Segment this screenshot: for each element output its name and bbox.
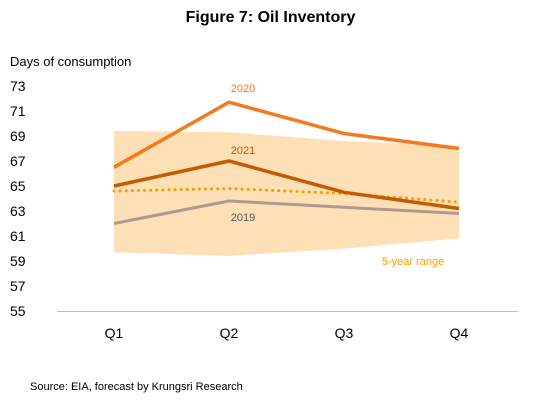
- chart-title: Figure 7: Oil Inventory: [185, 9, 356, 26]
- series-line-2020: [113, 100, 460, 169]
- series-line-2021: [113, 159, 460, 211]
- y-tick-label: 71: [10, 103, 26, 119]
- y-tick-label: 59: [10, 253, 26, 269]
- range-band-label: 5-year range: [382, 256, 444, 268]
- y-tick-label: 73: [10, 78, 26, 94]
- y-tick-label: 65: [10, 178, 26, 194]
- y-tick-label: 61: [10, 228, 26, 244]
- x-tick-label: Q3: [335, 325, 354, 341]
- series-line-2019: [113, 199, 460, 225]
- y-tick-label: 63: [10, 203, 26, 219]
- x-tick-label: Q4: [450, 325, 469, 341]
- series-label-2020: 2020: [231, 83, 255, 95]
- y-tick-label: 67: [10, 153, 26, 169]
- source-note: Source: EIA, forecast by Krungsri Resear…: [30, 381, 243, 393]
- series-label-2021: 2021: [231, 145, 255, 157]
- range-band: [114, 131, 459, 256]
- series-label-2019: 2019: [231, 212, 255, 224]
- x-tick-label: Q1: [105, 325, 124, 341]
- y-tick-label: 69: [10, 128, 26, 144]
- y-tick-label: 55: [10, 303, 26, 319]
- series-line-average: [112, 187, 461, 204]
- x-tick-label: Q2: [220, 325, 239, 341]
- y-axis-label: Days of consumption: [10, 54, 132, 69]
- y-tick-label: 57: [10, 278, 26, 294]
